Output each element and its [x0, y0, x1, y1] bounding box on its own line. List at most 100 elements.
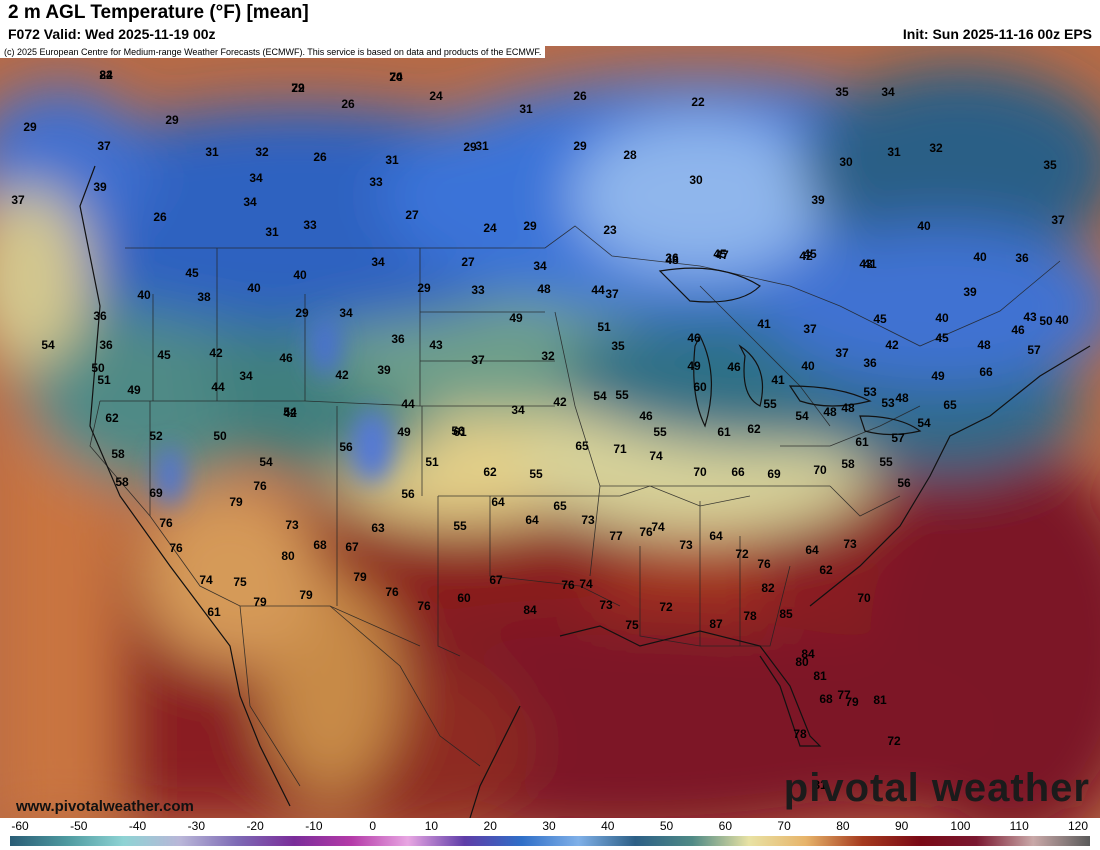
temperature-label: 24: [429, 89, 443, 103]
temperature-label: 61: [207, 605, 221, 619]
temperature-label: 78: [793, 727, 807, 741]
legend-tick: 30: [542, 819, 556, 833]
temperature-label: 72: [659, 600, 673, 614]
temperature-label: 34: [239, 369, 253, 383]
map-title: 2 m AGL Temperature (°F) [mean]: [8, 2, 309, 23]
temperature-label: 36: [863, 356, 877, 370]
temperature-label: 79: [299, 588, 313, 602]
temperature-label: 76: [561, 578, 575, 592]
temperature-map[interactable]: 24 20 22 24 26 26 22 35 34 29 29 31 31 29 28 31 32 26 31 33…: [0, 46, 1100, 818]
legend-tick: 80: [836, 819, 850, 833]
init-time: Init: Sun 2025-11-16 00z EPS: [902, 26, 1092, 42]
temperature-label: 29: [523, 219, 537, 233]
legend-tick: -30: [187, 819, 205, 833]
temperature-label: 26: [341, 97, 355, 111]
temperature-label: 27: [461, 255, 475, 269]
temperature-label: 66: [731, 465, 745, 479]
temperature-label: 31: [205, 145, 219, 159]
coastlines: [79, 165, 1091, 818]
temperature-label: 22: [291, 81, 305, 95]
temperature-label: 20: [389, 70, 403, 84]
temperature-label: 41: [771, 373, 785, 387]
temperature-label: 48: [537, 282, 551, 296]
legend-tick: 0: [369, 819, 376, 833]
temperature-label: 57: [891, 431, 905, 445]
temperature-label: 54: [41, 338, 55, 352]
temperature-label: 29: [23, 120, 37, 134]
temperature-label: 41: [863, 257, 877, 271]
temperature-label: 55: [453, 519, 467, 533]
temperature-label: 73: [679, 538, 693, 552]
temperature-label: 48: [895, 391, 909, 405]
temperature-label: 42: [885, 338, 899, 352]
temperature-label: 74: [579, 577, 593, 591]
temperature-label: 39: [811, 193, 825, 207]
temperature-label: 34: [249, 171, 263, 185]
temperature-label: 74: [199, 573, 213, 587]
temperature-label: 87: [709, 617, 723, 631]
temperature-label: 50: [213, 429, 227, 443]
temperature-label: 42: [209, 346, 223, 360]
temperature-label: 31: [385, 153, 399, 167]
temperature-label: 56: [401, 487, 415, 501]
temperature-label: 53: [863, 385, 877, 399]
legend-tick: -40: [128, 819, 147, 833]
legend-tick: 90: [894, 819, 909, 833]
temperature-label: 45: [185, 266, 199, 280]
temperature-label: 45: [803, 247, 817, 261]
temperature-label: 26: [573, 89, 587, 103]
temperature-label: 39: [963, 285, 977, 299]
temperature-label: 47: [715, 248, 729, 262]
temperature-label: 37: [471, 353, 485, 367]
temperature-label: 40: [917, 219, 931, 233]
temperature-label: 60: [457, 591, 471, 605]
temperature-label: 36: [93, 309, 107, 323]
temperature-label: 50: [91, 361, 105, 375]
temperature-label: 31: [519, 102, 533, 116]
temperature-label: 35: [1043, 158, 1057, 172]
temperature-label: 36: [99, 338, 113, 352]
temperature-label: 33: [471, 283, 485, 297]
legend-tick: 110: [1009, 819, 1029, 833]
temperature-label: 60: [693, 380, 707, 394]
temperature-label: 76: [639, 525, 653, 539]
temperature-label: 81: [813, 778, 827, 792]
temperature-label: 82: [761, 581, 775, 595]
temperature-label: 79: [845, 695, 859, 709]
temperature-label: 48: [977, 338, 991, 352]
temperature-label: 66: [979, 365, 993, 379]
legend-tick: 20: [483, 819, 497, 833]
temperature-label: 75: [233, 575, 247, 589]
temperature-label: 35: [835, 85, 849, 99]
legend-tick: -20: [246, 819, 264, 833]
temperature-label: 44: [401, 397, 415, 411]
temperature-label: 24: [99, 68, 113, 82]
temperature-label: 64: [805, 543, 819, 557]
temperature-label: 41: [757, 317, 771, 331]
temperature-label: 34: [511, 403, 525, 417]
temperature-label: 35: [611, 339, 625, 353]
temperature-label: 76: [159, 516, 173, 530]
temperature-label: 33: [369, 175, 383, 189]
temperature-label: 68: [819, 692, 833, 706]
temperature-label: 49: [931, 369, 945, 383]
temperature-label: 70: [693, 465, 707, 479]
temperature-label: 37: [11, 193, 25, 207]
temperature-label: 67: [489, 573, 503, 587]
temperature-label: 46: [1011, 323, 1025, 337]
temperature-label: 36: [391, 332, 405, 346]
legend-tick: 60: [718, 819, 733, 833]
temperature-label: 40: [137, 288, 151, 302]
temperature-label: 43: [859, 257, 873, 271]
temperature-label: 44: [211, 380, 225, 394]
temperature-label: 58: [115, 475, 129, 489]
temperature-label: 49: [127, 383, 141, 397]
legend-tick: 10: [424, 819, 439, 833]
temperature-label: 50: [1039, 314, 1053, 328]
temperature-label: 73: [285, 518, 299, 532]
temperature-label: 45: [157, 348, 171, 362]
temperature-label: 37: [605, 287, 619, 301]
temperature-label: 40: [801, 359, 815, 373]
temperature-label: 73: [599, 598, 613, 612]
